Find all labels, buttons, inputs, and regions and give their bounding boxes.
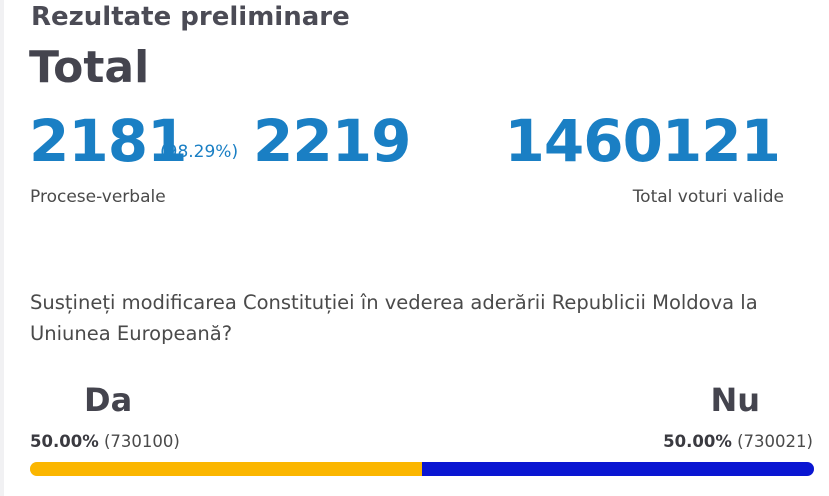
results-bar	[30, 462, 814, 476]
left-divider	[0, 0, 4, 496]
option-no-percent: 50.00%	[663, 432, 732, 451]
option-yes-votes: (730100)	[103, 432, 180, 451]
valid-votes-count: 1460121	[504, 107, 781, 175]
processed-percent: (98.29%)	[160, 142, 239, 162]
page-title: Total	[29, 42, 150, 93]
option-no-stat: 50.00% (730021)	[663, 432, 813, 451]
option-no-votes: (730021)	[737, 432, 813, 451]
option-yes-percent: 50.00%	[30, 432, 99, 451]
total-protocols-count: 2219	[253, 107, 411, 175]
option-yes-label: Da	[84, 381, 133, 419]
results-subtitle: Rezultate preliminare	[31, 2, 350, 32]
valid-votes-caption: Total voturi valide	[632, 187, 784, 207]
option-no-label: Nu	[710, 381, 760, 419]
processed-protocols-count: 2181	[29, 107, 187, 175]
results-bar-yes	[30, 462, 423, 476]
referendum-question: Susțineți modificarea Constituției în ve…	[30, 291, 758, 345]
protocols-caption: Procese-verbale	[30, 187, 166, 207]
option-yes-stat: 50.00% (730100)	[30, 432, 180, 451]
results-bar-no	[422, 462, 814, 476]
